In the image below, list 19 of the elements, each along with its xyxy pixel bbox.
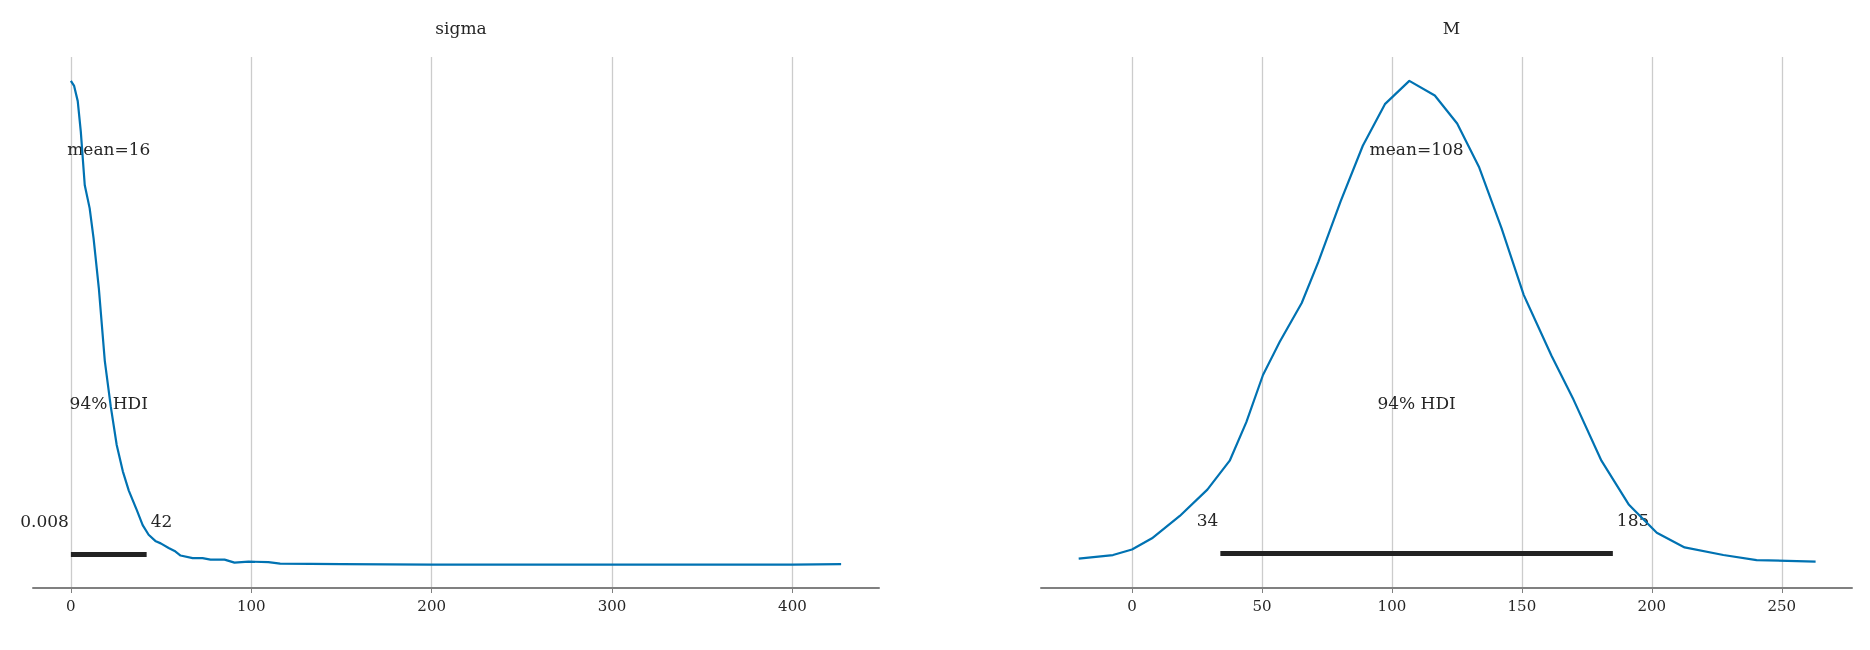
- annotation: mean=108: [1369, 138, 1464, 159]
- annotation: 94% HDI: [1377, 392, 1456, 413]
- annotation: 34: [1196, 509, 1219, 530]
- annotation: 42: [150, 510, 173, 531]
- x-tick-label: 300: [597, 596, 627, 615]
- x-tick-label: 50: [1252, 596, 1272, 615]
- chart-title: M: [1442, 17, 1461, 38]
- x-tick-label: 100: [1377, 596, 1407, 615]
- x-tick-label: 0: [1127, 596, 1137, 615]
- x-tick-label: 200: [1637, 596, 1667, 615]
- annotation: 94% HDI: [69, 392, 148, 413]
- x-tick-label: 100: [236, 596, 266, 615]
- chart-title: sigma: [435, 17, 487, 38]
- x-tick-label: 400: [778, 596, 807, 615]
- x-tick-label: 0: [66, 596, 76, 615]
- x-tick-label: 150: [1507, 596, 1537, 615]
- x-tick-label: 200: [417, 596, 446, 615]
- x-tick-label: 250: [1767, 596, 1797, 615]
- annotation: 0.008: [20, 510, 69, 531]
